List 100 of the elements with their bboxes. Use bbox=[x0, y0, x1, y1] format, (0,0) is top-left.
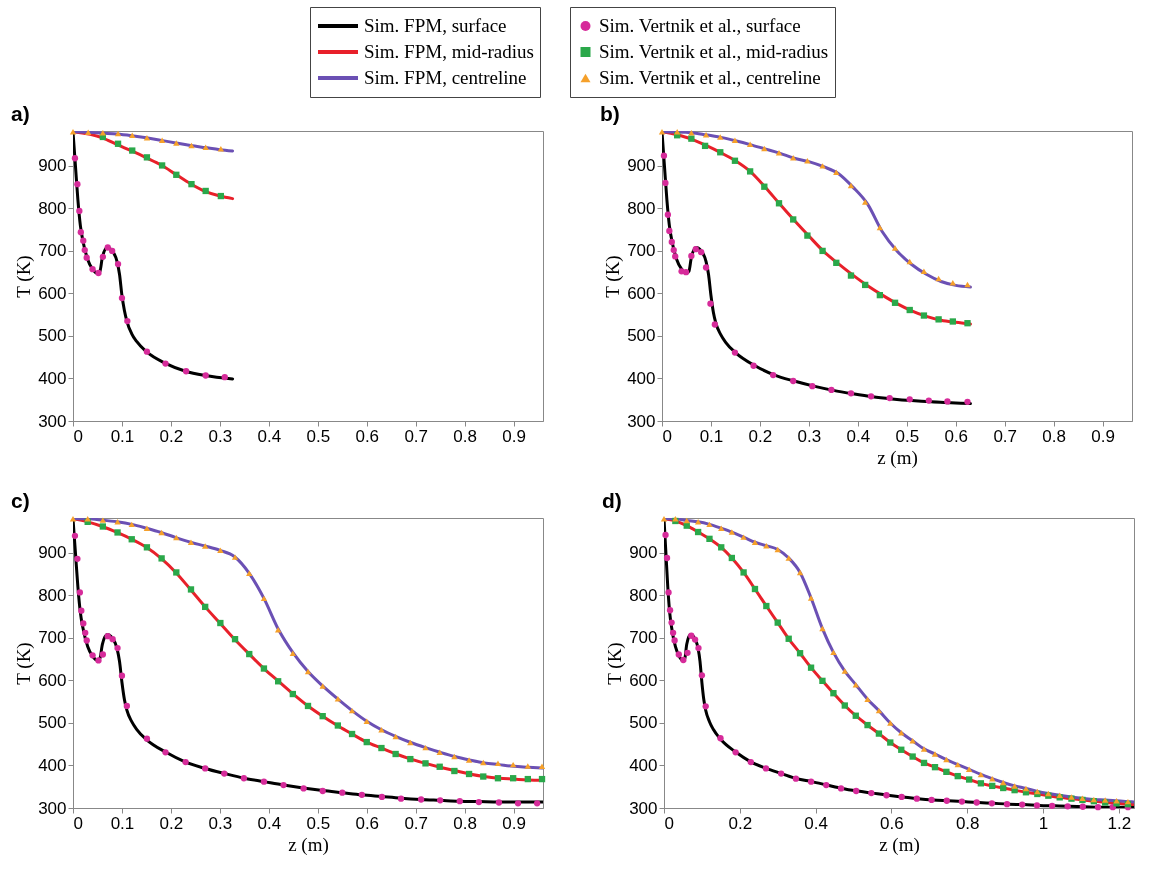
point bbox=[977, 780, 985, 787]
point bbox=[868, 789, 875, 797]
point bbox=[695, 644, 702, 652]
point bbox=[988, 800, 996, 807]
point bbox=[804, 158, 811, 164]
point bbox=[1048, 802, 1056, 810]
y-tick-label: 400 bbox=[629, 755, 658, 775]
point bbox=[480, 773, 487, 780]
y-tick-label: 700 bbox=[38, 241, 67, 261]
y-tick-label: 800 bbox=[38, 585, 67, 605]
point bbox=[451, 753, 458, 760]
point bbox=[162, 749, 169, 756]
x-tick-label: 0 bbox=[73, 813, 83, 833]
point bbox=[875, 730, 883, 737]
point bbox=[158, 137, 166, 144]
point bbox=[807, 778, 815, 785]
point bbox=[104, 244, 111, 251]
point bbox=[83, 637, 90, 644]
point bbox=[274, 678, 282, 685]
point bbox=[436, 749, 443, 756]
point bbox=[187, 539, 195, 545]
point bbox=[819, 163, 826, 169]
point bbox=[319, 787, 326, 795]
point bbox=[750, 362, 757, 369]
point bbox=[358, 791, 366, 798]
point bbox=[819, 677, 826, 685]
point bbox=[76, 589, 84, 596]
point bbox=[717, 134, 724, 140]
legend-label: Sim. FPM, mid-radius bbox=[364, 41, 534, 62]
point bbox=[456, 798, 463, 805]
point bbox=[694, 519, 702, 525]
point bbox=[702, 703, 709, 710]
point bbox=[158, 529, 165, 536]
y-tick-label: 500 bbox=[38, 326, 67, 346]
point bbox=[104, 633, 111, 640]
point bbox=[378, 744, 385, 752]
point bbox=[71, 532, 79, 540]
point bbox=[187, 586, 195, 593]
point bbox=[664, 211, 672, 218]
x-tick-label: 0.4 bbox=[804, 813, 828, 833]
point bbox=[898, 793, 905, 801]
point bbox=[698, 672, 706, 679]
point bbox=[732, 749, 739, 756]
point bbox=[847, 390, 855, 397]
point bbox=[775, 200, 783, 207]
x-tick-label: 0.5 bbox=[306, 813, 331, 833]
point bbox=[671, 637, 678, 644]
point bbox=[109, 247, 116, 255]
x-tick-label: 0.1 bbox=[699, 426, 724, 446]
point bbox=[746, 141, 754, 147]
y-axis-title: T (K) bbox=[13, 255, 36, 298]
point bbox=[363, 738, 370, 746]
point bbox=[964, 320, 971, 327]
point bbox=[221, 374, 228, 381]
point bbox=[964, 398, 971, 406]
point bbox=[886, 394, 893, 402]
point bbox=[949, 280, 956, 286]
x-tick-label: 0.6 bbox=[944, 426, 969, 446]
y-tick-label: 300 bbox=[38, 798, 67, 818]
point bbox=[792, 775, 800, 782]
y-tick-label: 700 bbox=[629, 628, 658, 648]
point bbox=[796, 569, 804, 576]
x-tick-label: 0.2 bbox=[728, 813, 753, 833]
point bbox=[819, 247, 826, 255]
point bbox=[89, 266, 96, 273]
point bbox=[828, 386, 835, 394]
point bbox=[935, 275, 942, 282]
point bbox=[1022, 785, 1030, 792]
point bbox=[221, 770, 228, 777]
point bbox=[777, 770, 785, 777]
y-tick-label: 500 bbox=[38, 713, 67, 733]
point bbox=[260, 595, 268, 602]
point bbox=[809, 382, 816, 390]
x-tick-label: 0.8 bbox=[1042, 426, 1066, 446]
legend-label: Sim. FPM, centreline bbox=[364, 67, 527, 88]
point bbox=[202, 603, 209, 611]
point bbox=[762, 765, 770, 772]
y-tick-label: 800 bbox=[627, 198, 656, 218]
x-tick-label: 0.2 bbox=[159, 813, 184, 833]
point bbox=[524, 775, 531, 783]
point bbox=[182, 758, 189, 766]
point bbox=[663, 554, 671, 562]
point bbox=[173, 569, 180, 576]
point bbox=[660, 152, 668, 159]
y-tick-label: 900 bbox=[627, 156, 656, 176]
point bbox=[688, 135, 695, 142]
y-axis-title: T (K) bbox=[604, 642, 627, 685]
point bbox=[711, 321, 719, 328]
point bbox=[74, 555, 81, 562]
point bbox=[862, 199, 869, 205]
point bbox=[475, 798, 483, 806]
point bbox=[158, 162, 166, 169]
point bbox=[246, 650, 253, 658]
legend-label: Sim. Vertnik et al., surface bbox=[599, 15, 801, 36]
point bbox=[761, 183, 768, 190]
point bbox=[977, 771, 985, 778]
point bbox=[728, 554, 736, 562]
x-axis-title: z (m) bbox=[288, 833, 329, 856]
point bbox=[702, 264, 710, 271]
point bbox=[913, 795, 920, 802]
